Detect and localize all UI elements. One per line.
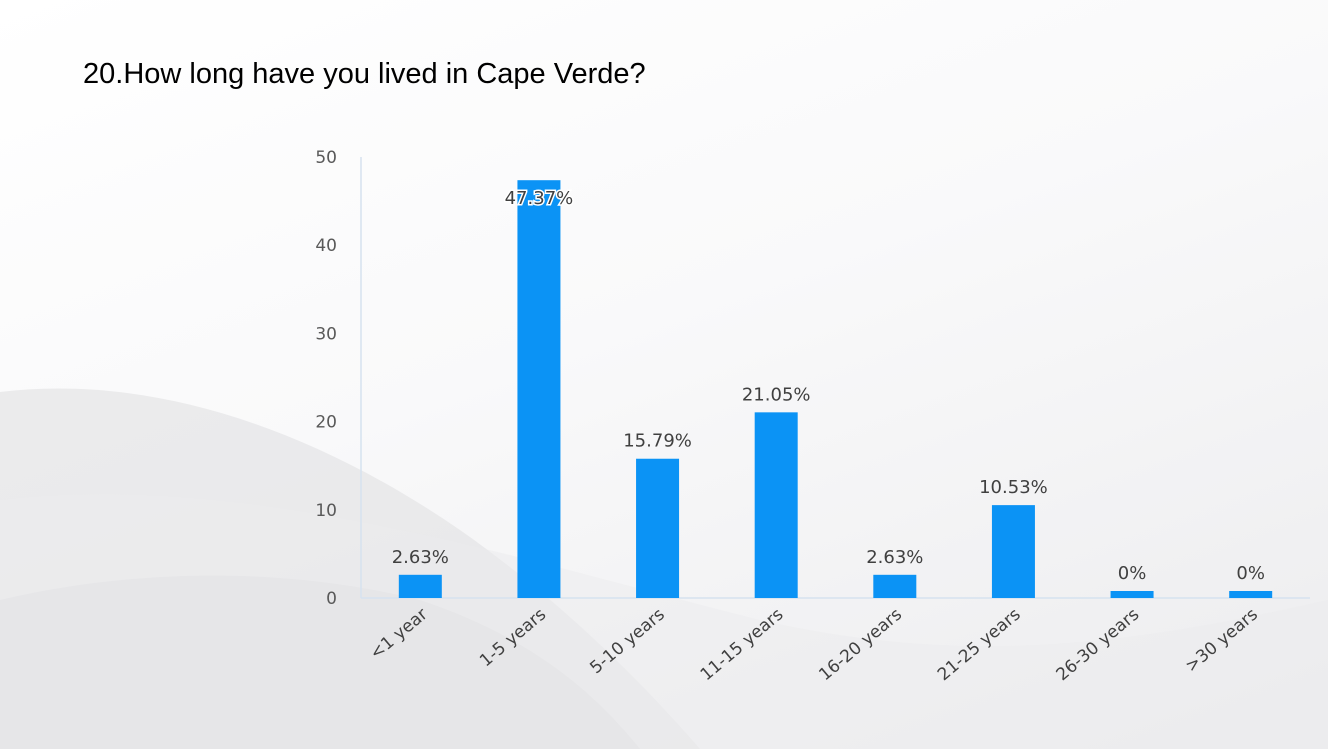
data-label: 15.79% <box>623 431 692 452</box>
category-label: 21-25 years <box>934 604 1025 685</box>
bar <box>517 180 561 598</box>
category-label: <1 year <box>366 605 431 664</box>
bar <box>991 505 1035 598</box>
category-label: 1-5 years <box>476 604 550 671</box>
bar <box>1110 591 1154 598</box>
data-label: 10.53% <box>979 477 1048 498</box>
bar <box>398 574 442 598</box>
category-label: 5-10 years <box>586 604 668 678</box>
category-label: 16-20 years <box>815 604 906 685</box>
bar <box>873 574 917 598</box>
category-label: 11-15 years <box>697 604 788 685</box>
bar <box>1229 591 1273 598</box>
category-label: >30 years <box>1182 604 1262 676</box>
data-label: 0% <box>1118 563 1147 584</box>
data-label: 2.63% <box>866 547 923 568</box>
category-label: 26-30 years <box>1053 604 1144 685</box>
data-label: 47.37% <box>505 188 574 209</box>
y-tick-label: 30 <box>315 324 337 344</box>
data-label: 21.05% <box>742 384 811 405</box>
bar <box>636 458 680 598</box>
y-tick-label: 0 <box>326 589 337 609</box>
y-tick-label: 10 <box>315 501 337 521</box>
data-label: 0% <box>1236 563 1265 584</box>
bar <box>754 412 798 598</box>
y-tick-label: 40 <box>315 236 337 256</box>
y-tick-label: 50 <box>315 148 337 168</box>
slide-title: 20.How long have you lived in Cape Verde… <box>83 58 646 90</box>
data-label: 2.63% <box>392 547 449 568</box>
y-tick-label: 20 <box>315 413 337 433</box>
